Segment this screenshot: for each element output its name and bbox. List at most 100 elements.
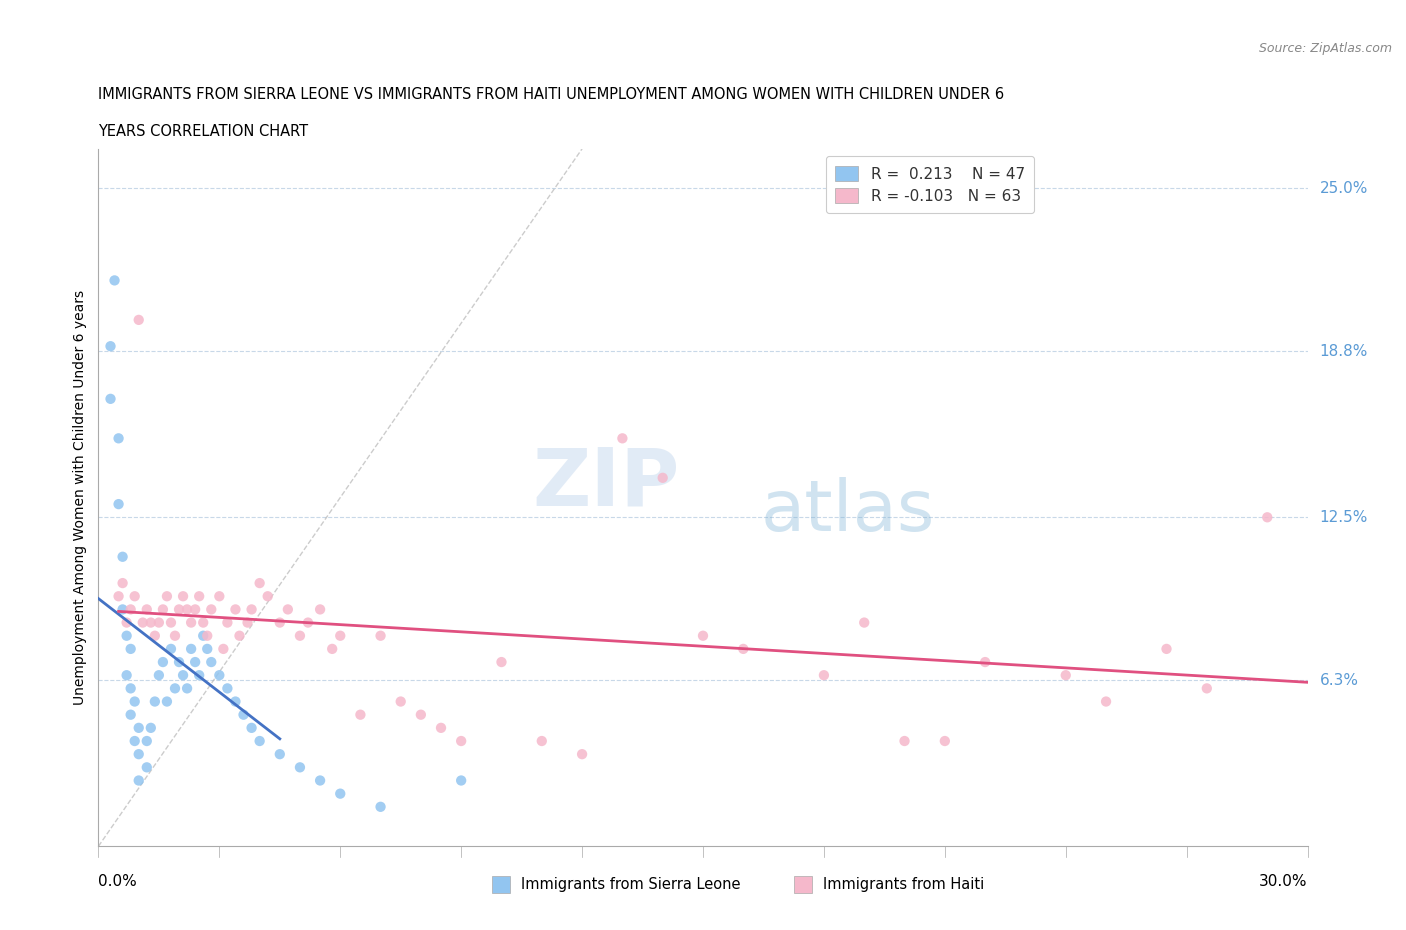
Point [217,681,239,696]
Point [692,629,714,644]
Point [269,747,291,762]
Point [152,602,174,617]
Point [139,615,162,630]
Point [107,497,129,512]
Point [195,642,218,657]
Point [893,734,915,749]
Point [176,681,198,696]
Text: IMMIGRANTS FROM SIERRA LEONE VS IMMIGRANTS FROM HAITI UNEMPLOYMENT AMONG WOMEN W: IMMIGRANTS FROM SIERRA LEONE VS IMMIGRAN… [98,87,1004,102]
Point [167,602,190,617]
Point [176,602,198,617]
Point [184,655,207,670]
Text: 25.0%: 25.0% [1320,180,1368,196]
Point [228,629,250,644]
Point [167,655,190,670]
Point [148,615,170,630]
Point [240,721,263,736]
Point [212,642,235,657]
Point [612,431,634,445]
Point [450,734,472,749]
Point [288,629,311,644]
Point [128,721,150,736]
Point [193,629,215,644]
Point [236,615,259,630]
Point [208,589,231,604]
Point [200,655,222,670]
Point [491,655,513,670]
Text: 18.8%: 18.8% [1320,344,1368,359]
Point [111,576,134,591]
Point [450,773,472,788]
Point [163,681,186,696]
Point [172,668,194,683]
Point [103,273,125,288]
Point [124,694,146,709]
Point [107,431,129,445]
Point [188,668,211,683]
Point [934,734,956,749]
Point [111,550,134,565]
Point [232,707,254,722]
Point [172,589,194,604]
Point [329,786,352,801]
Point [321,642,343,657]
Point [100,339,122,353]
Point [256,589,278,604]
Point [120,681,142,696]
Point [853,615,876,630]
Y-axis label: Unemployment Among Women with Children Under 6 years: Unemployment Among Women with Children U… [73,290,87,705]
Point [180,642,202,657]
Point [111,602,134,617]
Point [288,760,311,775]
Point [370,800,392,815]
Point [224,694,246,709]
Point [409,707,432,722]
Point [128,312,150,327]
Point [184,602,207,617]
Point [120,642,142,657]
Point [128,773,150,788]
Point [132,615,155,630]
Text: atlas: atlas [761,477,935,546]
Point [249,734,271,749]
Point [148,668,170,683]
Point [269,615,291,630]
Point [100,392,122,406]
Text: 12.5%: 12.5% [1320,510,1368,525]
Point [156,694,179,709]
Point [143,694,166,709]
Point [120,602,142,617]
Point [329,629,352,644]
Point [733,642,755,657]
Point [135,760,157,775]
Point [240,602,263,617]
Point [651,471,673,485]
Point [370,629,392,644]
Text: Immigrants from Sierra Leone: Immigrants from Sierra Leone [522,877,741,892]
Text: 30.0%: 30.0% [1260,874,1308,889]
Point [349,707,371,722]
Point [124,589,146,604]
Text: YEARS CORRELATION CHART: YEARS CORRELATION CHART [98,125,308,140]
Point [193,615,215,630]
Point [974,655,997,670]
Legend: R =  0.213    N = 47, R = -0.103   N = 63: R = 0.213 N = 47, R = -0.103 N = 63 [827,156,1033,213]
Point [107,589,129,604]
Point [195,629,218,644]
Point [135,734,157,749]
Text: 0.0%: 0.0% [98,874,138,889]
Point [163,629,186,644]
Point [309,602,332,617]
Point [124,734,146,749]
Point [156,589,179,604]
Text: 6.3%: 6.3% [1320,673,1358,688]
Point [128,747,150,762]
Point [208,668,231,683]
Point [188,589,211,604]
Point [297,615,319,630]
Point [139,721,162,736]
Point [120,707,142,722]
Point [135,602,157,617]
Point [200,602,222,617]
Text: Immigrants from Haiti: Immigrants from Haiti [824,877,984,892]
